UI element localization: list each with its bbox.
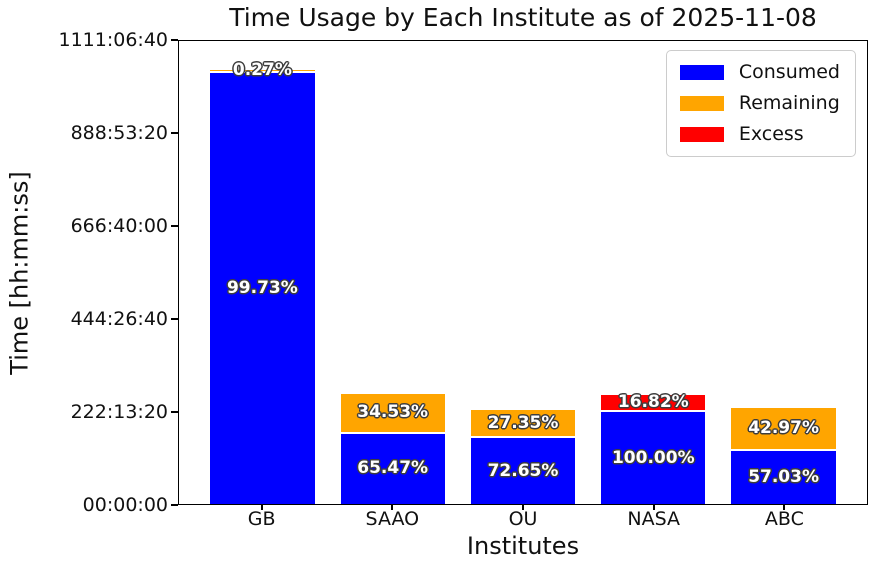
legend-swatch-consumed-icon: [679, 64, 724, 80]
x-tick-label-ou: OU: [508, 508, 538, 530]
legend-item-excess: Excess: [679, 122, 840, 145]
bar-segment-remaining: 27.35%: [470, 410, 576, 437]
bar-percent-label: 72.65%: [487, 460, 559, 481]
y-tick-mark: [171, 39, 178, 41]
y-tick-label: 222:13:20: [70, 401, 168, 423]
y-tick-label: 1111:06:40: [58, 29, 168, 51]
bar-segment-remaining: 42.97%: [731, 408, 836, 450]
chart-title: Time Usage by Each Institute as of 2025-…: [229, 3, 817, 32]
y-axis-label-text: Time [hh:mm:ss]: [6, 170, 35, 375]
x-tick-label-saao: SAAO: [365, 508, 420, 530]
legend-swatch-excess-icon: [679, 126, 724, 142]
y-tick-mark: [171, 318, 178, 320]
bar-percent-label: 57.03%: [748, 467, 819, 488]
x-tick-mark: [652, 505, 655, 510]
bar-saao: 34.53% 65.47%: [340, 393, 445, 504]
bar-segment-excess: 16.82%: [601, 392, 706, 413]
bar-percent-label: 65.47%: [357, 458, 429, 479]
bar-segment-remaining: 0.27%: [210, 61, 315, 78]
x-axis-label: Institutes: [466, 532, 580, 560]
legend-swatch-remaining-icon: [679, 95, 724, 111]
legend: Consumed Remaining Excess: [665, 50, 856, 157]
bar-percent-label: 0.27%: [232, 59, 292, 80]
bar-percent-label: 42.97%: [748, 418, 819, 439]
bar-segment-consumed: 72.65%: [470, 436, 576, 504]
bar-percent-label: 16.82%: [617, 392, 689, 413]
legend-item-consumed: Consumed: [679, 61, 840, 83]
y-tick-mark: [171, 504, 178, 506]
bar-segment-consumed: 57.03%: [731, 449, 836, 504]
bar-percent-label: 27.35%: [487, 412, 559, 433]
y-tick-mark: [171, 225, 178, 227]
y-axis-label: Time [hh:mm:ss]: [2, 40, 38, 505]
y-tick-label: 444:26:40: [70, 308, 168, 330]
y-tick-mark: [171, 132, 178, 134]
legend-label-consumed: Consumed: [738, 61, 840, 83]
legend-label-excess: Excess: [738, 122, 804, 145]
bar-gb: 0.27% 99.73%: [210, 61, 315, 504]
bar-percent-label: 99.73%: [226, 277, 298, 298]
y-tick-label: 888:53:20: [70, 122, 168, 144]
bar-percent-label: 34.53%: [357, 402, 429, 423]
bar-percent-label: 100.00%: [611, 447, 695, 468]
y-tick-mark: [171, 411, 178, 413]
bar-ou: 27.35% 72.65%: [470, 410, 576, 504]
bar-segment-consumed: 65.47%: [340, 431, 445, 504]
bar-nasa: 16.82% 100.00%: [601, 392, 706, 504]
x-tick-mark: [783, 505, 786, 510]
x-tick-label-abc: ABC: [764, 508, 804, 530]
plot-area: Consumed Remaining Excess 0.27% 99.73% 34.53…: [178, 40, 868, 505]
x-tick-mark: [260, 505, 263, 510]
bar-abc: 42.97% 57.03%: [731, 408, 836, 504]
x-tick-label-nasa: NASA: [627, 508, 680, 530]
bar-segment-consumed: 100.00%: [601, 410, 706, 504]
x-tick-mark: [522, 505, 524, 510]
x-tick-label-gb: GB: [247, 508, 276, 530]
bar-segment-consumed: 99.73%: [210, 70, 315, 504]
y-tick-label: 666:40:00: [70, 215, 168, 237]
bar-segment-remaining: 34.53%: [340, 393, 445, 432]
legend-label-remaining: Remaining: [738, 91, 840, 114]
legend-item-remaining: Remaining: [679, 91, 840, 114]
x-tick-mark: [391, 505, 394, 510]
y-tick-label: 00:00:00: [82, 494, 168, 516]
